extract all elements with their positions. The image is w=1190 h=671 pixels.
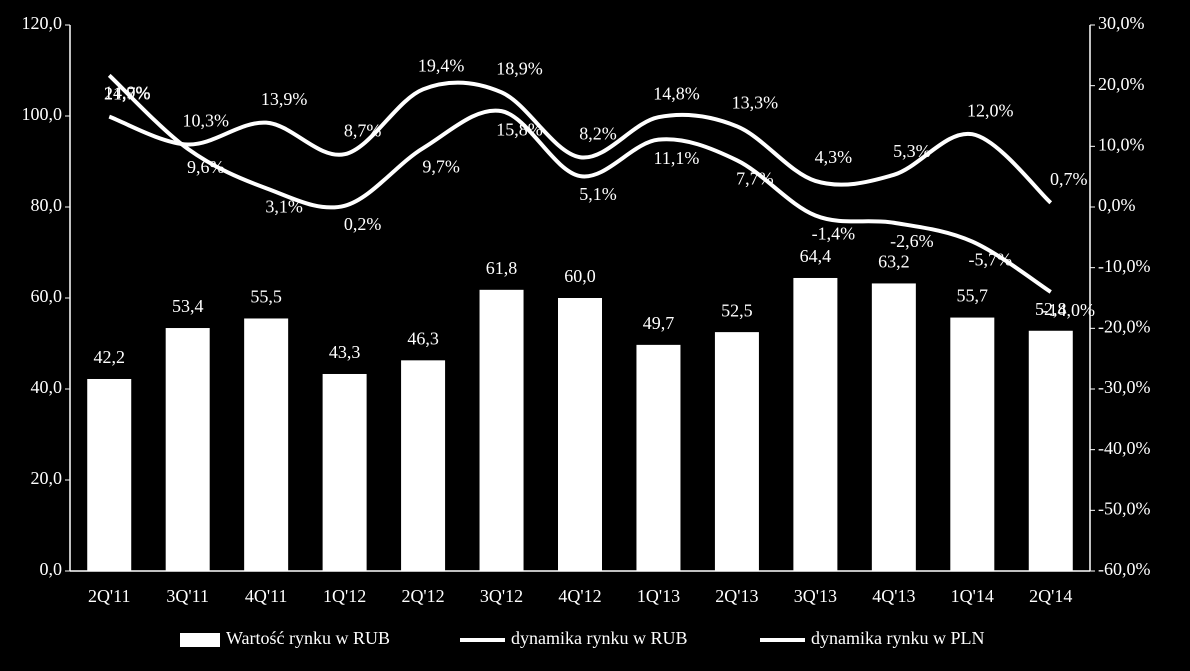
line-value-label: 4,3% bbox=[815, 147, 853, 167]
line-value-label: -14,0% bbox=[1043, 300, 1096, 320]
y-tick-label: 80,0 bbox=[31, 195, 63, 215]
bar bbox=[950, 317, 995, 571]
bar bbox=[636, 344, 681, 571]
y2-tick-label: 0,0% bbox=[1098, 195, 1136, 215]
line-value-label: 15,8% bbox=[496, 119, 543, 139]
line-value-label: 19,4% bbox=[418, 55, 465, 75]
bar bbox=[714, 332, 759, 571]
bar-value-label: 42,2 bbox=[93, 347, 125, 367]
line-value-label: 12,0% bbox=[967, 100, 1014, 120]
y-tick-label: 100,0 bbox=[22, 104, 63, 124]
bar-value-label: 53,4 bbox=[172, 296, 204, 316]
x-tick-label: 3Q'11 bbox=[166, 586, 209, 606]
x-tick-label: 4Q'11 bbox=[245, 586, 288, 606]
bar bbox=[871, 283, 916, 571]
bar-value-label: 52,5 bbox=[721, 300, 753, 320]
y-tick-label: 0,0 bbox=[40, 559, 63, 579]
x-tick-label: 3Q'12 bbox=[480, 586, 523, 606]
line-value-label: 3,1% bbox=[265, 196, 303, 216]
line bbox=[108, 80, 1053, 205]
bar bbox=[322, 373, 367, 571]
legend-label: dynamika rynku w RUB bbox=[511, 628, 687, 648]
y2-tick-label: -20,0% bbox=[1098, 316, 1151, 336]
y2-tick-label: -50,0% bbox=[1098, 498, 1151, 518]
x-tick-label: 1Q'13 bbox=[637, 586, 680, 606]
bar-value-label: 64,4 bbox=[800, 246, 832, 266]
line-value-label: 21,7% bbox=[104, 83, 151, 103]
bar-value-label: 55,5 bbox=[250, 287, 282, 307]
x-tick-label: 2Q'13 bbox=[715, 586, 758, 606]
x-tick-label: 3Q'13 bbox=[794, 586, 837, 606]
line-value-label: 10,3% bbox=[182, 111, 229, 131]
bar bbox=[558, 298, 602, 571]
line-value-label: 7,7% bbox=[736, 168, 774, 188]
y-tick-label: 20,0 bbox=[31, 468, 63, 488]
line-value-label: 8,2% bbox=[579, 123, 617, 143]
line-value-label: 5,3% bbox=[893, 141, 931, 161]
y2-tick-label: -60,0% bbox=[1098, 559, 1151, 579]
bar-value-label: 60,0 bbox=[564, 266, 596, 286]
bar-value-label: 43,3 bbox=[329, 342, 361, 362]
x-tick-label: 4Q'13 bbox=[872, 586, 915, 606]
y2-tick-label: -40,0% bbox=[1098, 438, 1151, 458]
line-value-label: -5,7% bbox=[969, 250, 1013, 270]
bar bbox=[87, 378, 132, 571]
legend-label: dynamika rynku w PLN bbox=[811, 628, 984, 648]
line-value-label: 13,3% bbox=[732, 92, 779, 112]
line-value-label: 14,8% bbox=[653, 83, 700, 103]
line-value-label: 8,7% bbox=[344, 120, 382, 140]
line-value-label: 5,1% bbox=[579, 184, 617, 204]
bar-value-label: 61,8 bbox=[486, 258, 518, 278]
y2-tick-label: -30,0% bbox=[1098, 377, 1151, 397]
y-tick-label: 120,0 bbox=[22, 13, 63, 33]
legend-swatch bbox=[180, 633, 220, 647]
bar bbox=[244, 318, 289, 571]
y-tick-label: 40,0 bbox=[31, 377, 63, 397]
bar-value-label: 63,2 bbox=[878, 252, 910, 272]
bar-value-label: 46,3 bbox=[407, 328, 439, 348]
line-value-label: 18,9% bbox=[496, 58, 543, 78]
bar bbox=[1028, 330, 1073, 571]
y2-tick-label: 20,0% bbox=[1098, 74, 1145, 94]
x-tick-label: 1Q'12 bbox=[323, 586, 366, 606]
bar-value-label: 55,7 bbox=[957, 286, 989, 306]
bar-value-label: 52,8 bbox=[1035, 299, 1067, 319]
line-value-label: -1,4% bbox=[812, 224, 856, 244]
bar bbox=[165, 328, 210, 571]
y2-tick-label: 30,0% bbox=[1098, 13, 1145, 33]
line-value-label: 13,9% bbox=[261, 89, 308, 109]
x-tick-label: 2Q'14 bbox=[1029, 586, 1072, 606]
x-tick-label: 1Q'14 bbox=[951, 586, 994, 606]
bar bbox=[401, 360, 446, 571]
line bbox=[107, 73, 1052, 294]
line-value-label: 0,2% bbox=[344, 214, 382, 234]
line-value-label: 9,6% bbox=[187, 157, 225, 177]
bar-value-label: 49,7 bbox=[643, 313, 675, 333]
x-tick-label: 4Q'12 bbox=[558, 586, 601, 606]
line-value-label: 11,1% bbox=[654, 148, 700, 168]
line-value-label: 0,7% bbox=[1050, 169, 1088, 189]
bar bbox=[479, 289, 524, 571]
legend-label: Wartość rynku w RUB bbox=[226, 628, 390, 648]
line-value-label: -2,6% bbox=[890, 231, 934, 251]
y-tick-label: 60,0 bbox=[31, 286, 63, 306]
y2-tick-label: 10,0% bbox=[1098, 134, 1145, 154]
bar bbox=[793, 277, 838, 571]
x-tick-label: 2Q'11 bbox=[88, 586, 131, 606]
y2-tick-label: -10,0% bbox=[1098, 256, 1151, 276]
line-value-label: 9,7% bbox=[422, 156, 460, 176]
x-tick-label: 2Q'12 bbox=[401, 586, 444, 606]
